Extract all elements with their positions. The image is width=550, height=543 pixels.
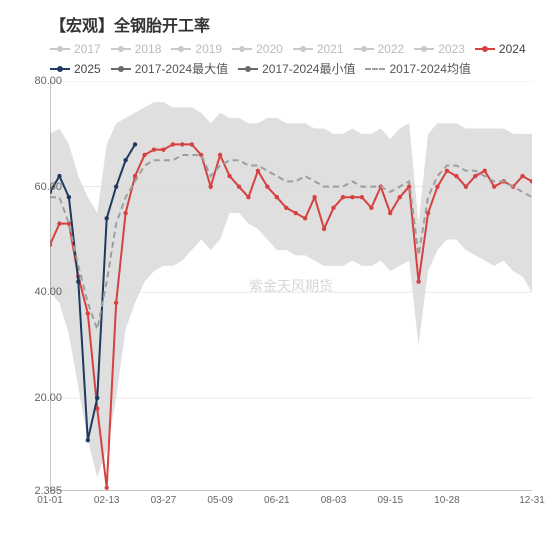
legend-label-2017: 2017 (74, 42, 101, 56)
x-tick-label: 08-03 (321, 495, 347, 506)
legend-label-2021: 2021 (317, 42, 344, 56)
x-tick-label: 02-13 (94, 495, 120, 506)
legend-label-2024: 2024 (499, 42, 526, 56)
legend-swatch-2023 (414, 45, 434, 53)
legend-swatch-2018 (111, 45, 131, 53)
legend: 2017 2018 2019 2020 2021 2022 2023 2024 2025 2017… (50, 42, 532, 77)
legend-label-mean: 2017-2024均值 (389, 60, 470, 77)
x-tick-label: 12-31 (519, 495, 545, 506)
y-tick-label: 80.00 (18, 75, 62, 87)
x-tick-label: 06-21 (264, 495, 290, 506)
legend-item-2019[interactable]: 2019 (171, 42, 222, 56)
y-tick-label: 20.00 (18, 392, 62, 404)
legend-swatch-2021 (293, 45, 313, 53)
legend-swatch-2019 (171, 45, 191, 53)
legend-item-2017[interactable]: 2017 (50, 42, 101, 56)
x-tick-label: 03-27 (151, 495, 177, 506)
legend-item-max[interactable]: 2017-2024最大值 (111, 60, 228, 77)
x-tick-label: 09-15 (377, 495, 403, 506)
legend-label-2020: 2020 (256, 42, 283, 56)
legend-label-2019: 2019 (195, 42, 222, 56)
x-tick-label: 10-28 (434, 495, 460, 506)
legend-swatch-min (238, 65, 258, 73)
legend-swatch-2024 (475, 45, 495, 53)
legend-swatch-max (111, 65, 131, 73)
legend-label-2022: 2022 (378, 42, 405, 56)
chart-container: 【宏观】全钢胎开工率 20172018201920202021202220232… (0, 0, 550, 543)
legend-item-2023[interactable]: 2023 (414, 42, 465, 56)
legend-swatch-mean (365, 65, 385, 73)
legend-swatch-2022 (354, 45, 374, 53)
x-tick-label: 05-09 (207, 495, 233, 506)
legend-item-2020[interactable]: 2020 (232, 42, 283, 56)
legend-item-2021[interactable]: 2021 (293, 42, 344, 56)
legend-label-min: 2017-2024最小值 (262, 60, 355, 77)
legend-item-min[interactable]: 2017-2024最小值 (238, 60, 355, 77)
chart-title: 【宏观】全钢胎开工率 (50, 12, 532, 36)
legend-swatch-2025 (50, 65, 70, 73)
legend-swatch-2017 (50, 45, 70, 53)
legend-label-max: 2017-2024最大值 (135, 60, 228, 77)
legend-label-2018: 2018 (135, 42, 162, 56)
y-tick-label: 40.00 (18, 286, 62, 298)
legend-label-2023: 2023 (438, 42, 465, 56)
x-tick-label: 01-01 (37, 495, 63, 506)
legend-item-2022[interactable]: 2022 (354, 42, 405, 56)
legend-swatch-2020 (232, 45, 252, 53)
legend-item-mean[interactable]: 2017-2024均值 (365, 60, 470, 77)
legend-label-2025: 2025 (74, 62, 101, 76)
legend-item-2024[interactable]: 2024 (475, 42, 526, 56)
legend-item-2018[interactable]: 2018 (111, 42, 162, 56)
chart-svg (50, 81, 532, 491)
plot-area: 紫金天风期货 (50, 81, 532, 491)
y-tick-label: 60.00 (18, 181, 62, 193)
